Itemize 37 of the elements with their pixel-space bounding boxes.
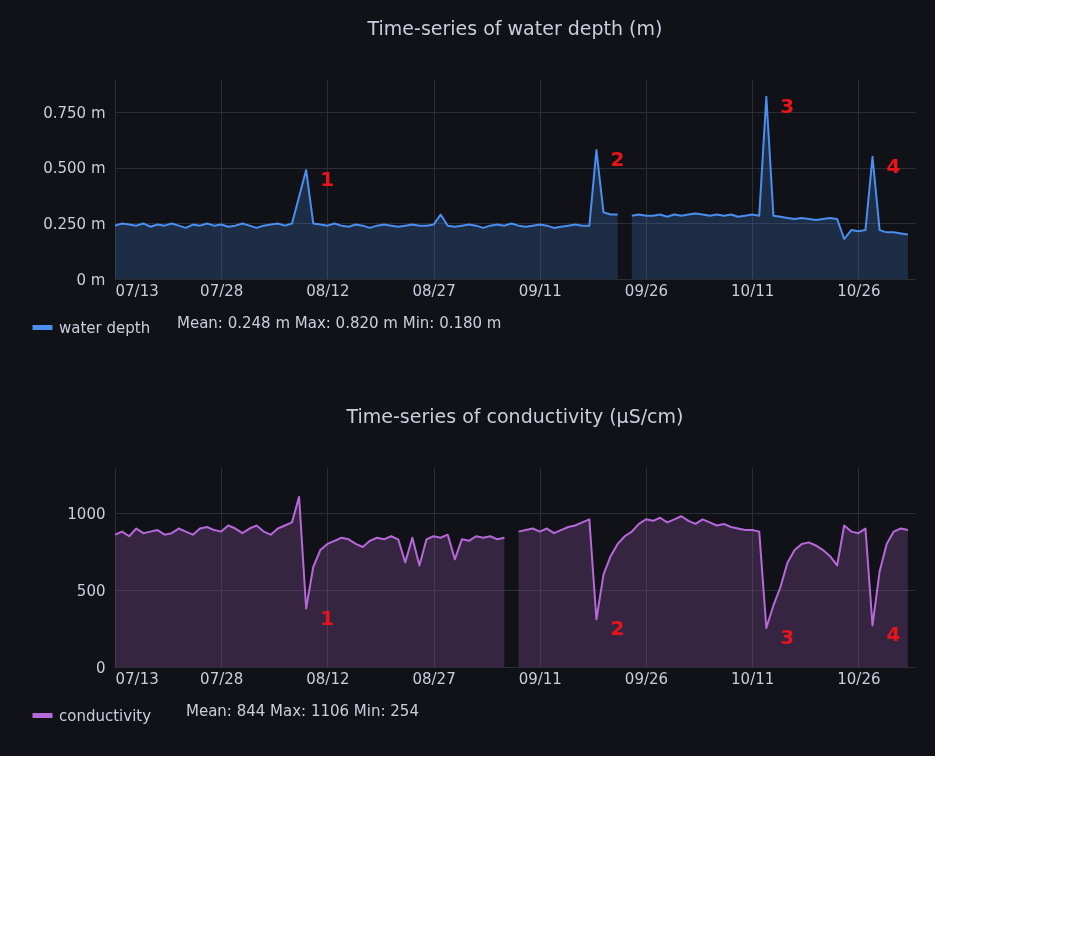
x-tick-label: 10/26 — [837, 669, 881, 688]
x-tick-label: 08/12 — [306, 669, 350, 688]
text: Mean: 844 Max: 1106 Min: 254 — [186, 702, 419, 720]
y-tick-label: 0 — [95, 658, 106, 677]
x-tick-label: 07/13 — [115, 669, 159, 688]
y-tick-label: 0.750 m — [43, 103, 106, 122]
x-tick-label: 10/11 — [731, 281, 775, 300]
x-tick-label: 09/26 — [624, 281, 669, 300]
x-tick-label: 10/26 — [837, 281, 881, 300]
text: Mean: 0.248 m Max: 0.820 m Min: 0.180 m — [177, 314, 502, 332]
y-tick-label: 0 m — [76, 270, 106, 289]
x-tick-label: 08/27 — [412, 669, 456, 688]
annotation: 1 — [320, 167, 335, 192]
annotation: 3 — [780, 93, 795, 118]
x-tick-label: 07/13 — [115, 281, 159, 300]
chart-title: Time-series of conductivity (µS/cm) — [345, 405, 684, 427]
annotation: 3 — [780, 624, 795, 649]
annotation: 2 — [610, 616, 625, 641]
x-tick-label: 09/11 — [518, 281, 562, 300]
annotation: 2 — [610, 147, 625, 172]
x-tick-label: 07/28 — [200, 669, 244, 688]
x-tick-label: 08/12 — [306, 281, 350, 300]
annotation: 4 — [886, 622, 901, 647]
y-tick-label: 0.250 m — [43, 214, 106, 233]
legend-label: water depth — [59, 318, 151, 337]
annotation: 4 — [886, 153, 901, 178]
x-tick-label: 08/27 — [412, 281, 456, 300]
y-tick-label: 500 — [76, 581, 106, 600]
x-tick-label: 09/26 — [624, 669, 669, 688]
y-tick-label: 1000 — [67, 504, 106, 523]
x-tick-label: 09/11 — [518, 669, 562, 688]
x-tick-label: 07/28 — [200, 281, 244, 300]
y-tick-label: 0.500 m — [43, 159, 106, 178]
annotation: 1 — [320, 605, 335, 630]
x-tick-label: 10/11 — [731, 669, 775, 688]
legend-label: conductivity — [59, 706, 152, 725]
chart-title: Time-series of water depth (m) — [366, 17, 663, 39]
